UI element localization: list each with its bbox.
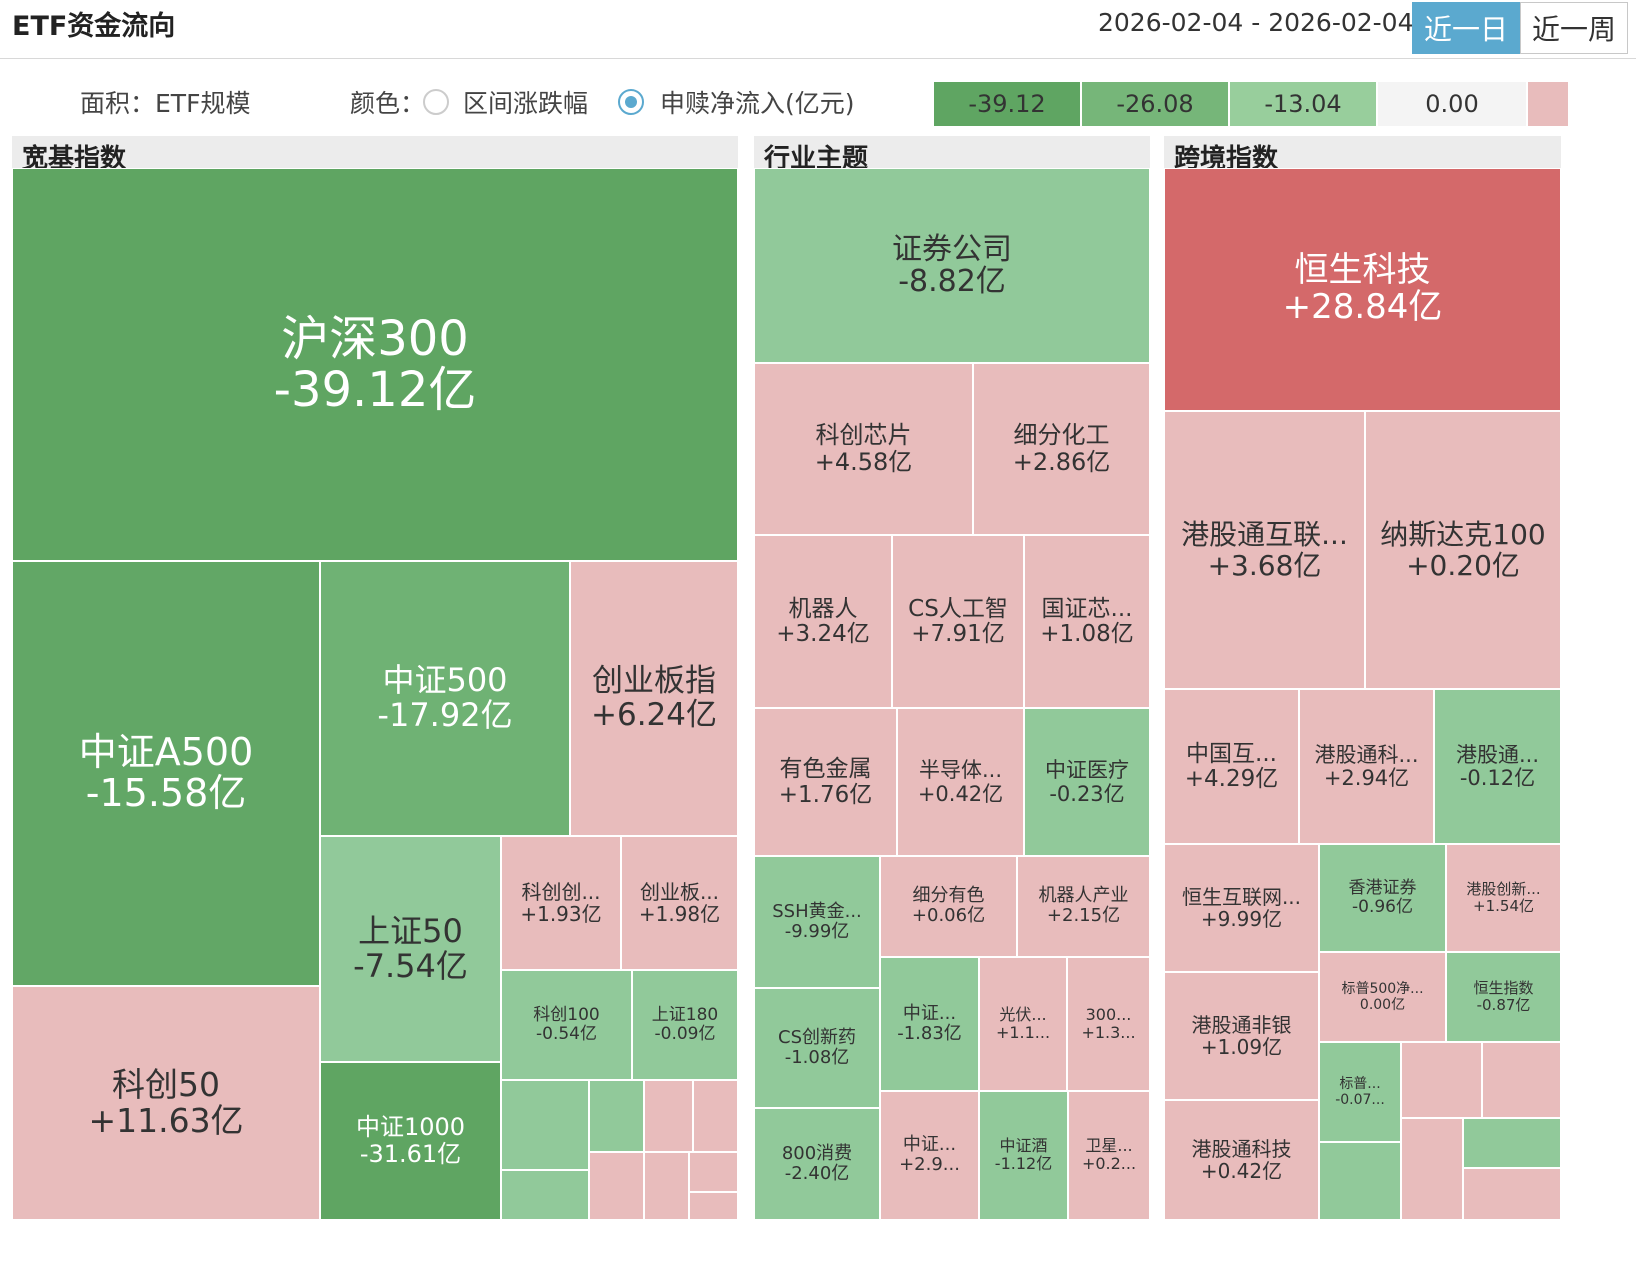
treemap-tile[interactable]: 中证医疗 -0.23亿 bbox=[1024, 708, 1150, 856]
treemap-tile[interactable] bbox=[644, 1152, 689, 1220]
treemap-tile[interactable] bbox=[689, 1192, 738, 1220]
legend-swatch-positive bbox=[1528, 82, 1568, 126]
legend-swatch: 0.00 bbox=[1378, 82, 1526, 126]
treemap-tile[interactable]: 科创芯片 +4.58亿 bbox=[754, 363, 973, 535]
treemap-tile[interactable] bbox=[693, 1080, 738, 1152]
treemap-tile[interactable] bbox=[589, 1080, 644, 1152]
treemap-tile[interactable]: 标普500净... 0.00亿 bbox=[1319, 952, 1446, 1042]
treemap-tile[interactable]: 港股创新... +1.54亿 bbox=[1446, 844, 1561, 952]
treemap-tile[interactable]: 科创50 +11.63亿 bbox=[12, 986, 320, 1220]
treemap-tile[interactable] bbox=[1319, 1142, 1401, 1220]
treemap-tile[interactable]: 上证180 -0.09亿 bbox=[632, 970, 738, 1080]
header-divider bbox=[0, 58, 1636, 59]
treemap-tile[interactable]: 机器人 +3.24亿 bbox=[754, 535, 892, 708]
treemap-tile[interactable]: 证券公司 -8.82亿 bbox=[754, 168, 1150, 363]
date-range-picker[interactable]: 2026-02-04 - 2026-02-04 bbox=[1098, 8, 1414, 37]
treemap-tile[interactable]: 恒生指数 -0.87亿 bbox=[1446, 952, 1561, 1042]
legend-swatch: -13.04 bbox=[1230, 82, 1376, 126]
color-metric-label: 颜色： bbox=[350, 89, 426, 118]
treemap-tile[interactable]: 中证酒 -1.12亿 bbox=[979, 1091, 1068, 1220]
treemap-tile[interactable]: 港股通互联... +3.68亿 bbox=[1164, 411, 1365, 689]
radio-change-pct[interactable] bbox=[423, 89, 449, 115]
treemap-tile[interactable] bbox=[501, 1080, 589, 1170]
treemap-tile[interactable] bbox=[501, 1170, 589, 1220]
range-day-button[interactable]: 近一日 bbox=[1412, 2, 1520, 54]
treemap-tile[interactable]: 标普... -0.07... bbox=[1319, 1042, 1401, 1142]
treemap-tile[interactable]: 中证A500 -15.58亿 bbox=[12, 561, 320, 986]
treemap-tile[interactable]: CS创新药 -1.08亿 bbox=[754, 988, 880, 1108]
legend-swatch: -26.08 bbox=[1082, 82, 1228, 126]
treemap-tile[interactable]: 纳斯达克100 +0.20亿 bbox=[1365, 411, 1561, 689]
treemap-tile[interactable]: 中证... +2.9... bbox=[880, 1091, 979, 1220]
treemap-tile[interactable]: 港股通科... +2.94亿 bbox=[1299, 689, 1434, 844]
treemap-tile[interactable]: CS人工智 +7.91亿 bbox=[892, 535, 1024, 708]
treemap-tile[interactable] bbox=[1401, 1118, 1463, 1220]
treemap-tile[interactable]: 科创100 -0.54亿 bbox=[501, 970, 632, 1080]
option-flow-label[interactable]: 申赎净流入(亿元) bbox=[660, 89, 855, 118]
treemap-tile[interactable]: 中国互... +4.29亿 bbox=[1164, 689, 1299, 844]
treemap-tile[interactable]: 创业板... +1.98亿 bbox=[621, 836, 738, 970]
treemap-tile[interactable]: 国证芯... +1.08亿 bbox=[1024, 535, 1150, 708]
treemap-tile[interactable]: 恒生互联网... +9.99亿 bbox=[1164, 844, 1319, 972]
treemap-tile[interactable] bbox=[644, 1080, 693, 1152]
treemap-tile[interactable]: 中证... -1.83亿 bbox=[880, 957, 979, 1091]
treemap-tile[interactable] bbox=[1463, 1118, 1561, 1168]
page-title: ETF资金流向 bbox=[12, 11, 176, 42]
treemap-tile[interactable]: 中证500 -17.92亿 bbox=[320, 561, 570, 836]
treemap-tile[interactable]: 有色金属 +1.76亿 bbox=[754, 708, 897, 856]
treemap-tile[interactable]: 半导体... +0.42亿 bbox=[897, 708, 1024, 856]
treemap-tile[interactable]: 细分化工 +2.86亿 bbox=[973, 363, 1150, 535]
treemap-tile[interactable] bbox=[1482, 1042, 1561, 1118]
range-week-button[interactable]: 近一周 bbox=[1520, 2, 1628, 54]
treemap-tile[interactable] bbox=[1401, 1042, 1482, 1118]
treemap-tile[interactable]: 香港证券 -0.96亿 bbox=[1319, 844, 1446, 952]
treemap-tile[interactable]: 沪深300 -39.12亿 bbox=[12, 168, 738, 561]
treemap-tile[interactable]: 800消费 -2.40亿 bbox=[754, 1108, 880, 1220]
treemap-tile[interactable]: 科创创... +1.93亿 bbox=[501, 836, 621, 970]
option-change-label[interactable]: 区间涨跌幅 bbox=[463, 89, 589, 118]
treemap-tile[interactable] bbox=[689, 1152, 738, 1192]
treemap-tile[interactable]: 恒生科技 +28.84亿 bbox=[1164, 168, 1561, 411]
treemap-tile[interactable]: 创业板指 +6.24亿 bbox=[570, 561, 738, 836]
treemap-tile[interactable]: 港股通科技 +0.42亿 bbox=[1164, 1100, 1319, 1220]
area-metric-label: 面积：ETF规模 bbox=[80, 89, 251, 118]
treemap-tile[interactable]: 港股通... -0.12亿 bbox=[1434, 689, 1561, 844]
treemap-tile[interactable]: 细分有色 +0.06亿 bbox=[880, 856, 1017, 957]
treemap-tile[interactable] bbox=[589, 1152, 644, 1220]
treemap-tile[interactable] bbox=[1463, 1168, 1561, 1220]
treemap-tile[interactable]: 卫星... +0.2... bbox=[1068, 1091, 1150, 1220]
radio-net-flow[interactable] bbox=[618, 89, 644, 115]
treemap-tile[interactable]: 上证50 -7.54亿 bbox=[320, 836, 501, 1062]
treemap-tile[interactable]: 光伏... +1.1... bbox=[979, 957, 1067, 1091]
treemap-tile[interactable]: SSH黄金... -9.99亿 bbox=[754, 856, 880, 988]
treemap-tile[interactable]: 中证1000 -31.61亿 bbox=[320, 1062, 501, 1220]
treemap-tile[interactable]: 300... +1.3... bbox=[1067, 957, 1150, 1091]
legend-swatch: -39.12 bbox=[934, 82, 1080, 126]
treemap-tile[interactable]: 港股通非银 +1.09亿 bbox=[1164, 972, 1319, 1100]
treemap-tile[interactable]: 机器人产业 +2.15亿 bbox=[1017, 856, 1150, 957]
